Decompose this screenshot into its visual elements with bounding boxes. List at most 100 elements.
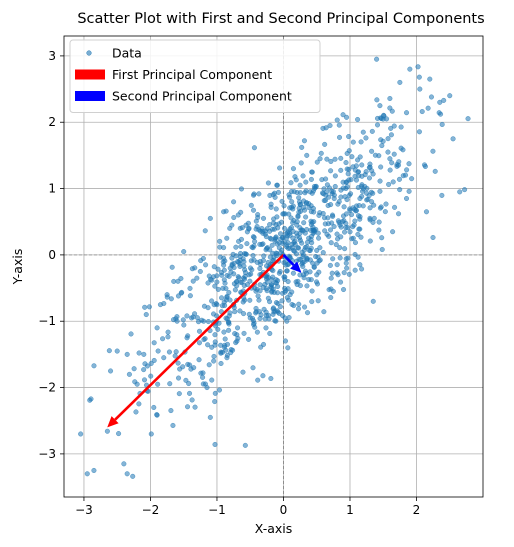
data-point	[363, 135, 369, 141]
x-tick-label: −2	[142, 503, 160, 517]
data-point	[321, 215, 328, 221]
data-point	[270, 268, 276, 274]
data-point	[357, 214, 363, 220]
data-point	[344, 184, 350, 190]
data-point	[364, 185, 370, 191]
data-point	[297, 237, 303, 243]
data-point	[212, 399, 218, 405]
data-point	[376, 227, 382, 233]
data-point	[141, 367, 147, 373]
arrow-shaft	[282, 253, 295, 266]
data-point	[202, 228, 208, 234]
data-point	[166, 349, 172, 355]
data-point	[304, 239, 311, 245]
data-point	[187, 285, 193, 291]
x-axis-label: X-axis	[255, 521, 293, 536]
data-point	[423, 209, 430, 215]
data-point	[344, 150, 350, 157]
data-point	[383, 201, 389, 207]
data-point	[317, 257, 323, 263]
data-point	[157, 302, 163, 308]
data-point	[357, 262, 363, 268]
data-point	[260, 241, 266, 247]
data-point	[194, 275, 200, 281]
data-point	[301, 220, 307, 226]
data-point	[342, 194, 348, 200]
data-point	[248, 258, 254, 264]
data-point	[240, 311, 247, 317]
data-point	[173, 349, 179, 355]
data-point	[261, 253, 267, 259]
data-point	[136, 401, 142, 407]
data-point	[154, 412, 160, 418]
data-point	[416, 74, 422, 80]
data-point	[257, 265, 263, 272]
data-point	[343, 160, 349, 166]
data-point	[270, 250, 276, 256]
data-point	[283, 287, 289, 294]
data-point	[174, 314, 180, 320]
data-point	[419, 108, 425, 115]
data-point	[346, 271, 352, 277]
axis-ticks: −3 −2 −1 0 1 2 −3 −2 −1 0 1 2 3	[38, 49, 420, 517]
data-point	[296, 195, 302, 201]
data-point	[250, 365, 256, 371]
principal-component-arrow	[282, 253, 302, 273]
data-point	[314, 159, 320, 165]
data-point	[356, 202, 362, 209]
data-point	[87, 397, 93, 403]
data-point	[326, 194, 332, 200]
data-point	[457, 189, 463, 195]
data-point	[430, 234, 436, 241]
data-point	[387, 167, 393, 173]
data-point	[314, 272, 320, 278]
data-point	[297, 230, 303, 236]
data-point	[404, 167, 410, 173]
data-point	[260, 341, 267, 347]
data-point	[124, 351, 130, 357]
data-point	[313, 254, 319, 260]
data-point	[385, 149, 391, 155]
data-point	[128, 331, 134, 337]
data-point	[370, 298, 376, 304]
data-point	[203, 262, 209, 268]
data-point	[416, 129, 422, 135]
data-point	[247, 265, 254, 271]
data-point	[217, 244, 223, 250]
data-point	[227, 225, 233, 231]
data-point	[247, 278, 253, 284]
data-point	[174, 318, 180, 324]
data-point	[268, 375, 274, 382]
data-point	[293, 177, 299, 183]
data-point	[221, 209, 227, 215]
data-point	[447, 93, 453, 99]
data-point	[387, 105, 393, 111]
data-point	[347, 208, 353, 214]
data-point	[356, 226, 362, 232]
data-point	[287, 194, 293, 200]
data-point	[369, 148, 375, 154]
data-point	[388, 132, 394, 138]
data-point	[334, 262, 340, 268]
data-point	[352, 240, 359, 246]
data-point	[205, 319, 211, 325]
data-point	[273, 318, 279, 324]
data-point	[237, 225, 243, 231]
data-point	[317, 210, 323, 216]
data-point	[398, 124, 404, 130]
data-point	[171, 278, 177, 284]
data-point	[255, 377, 261, 383]
data-point	[348, 177, 354, 183]
data-point	[299, 261, 305, 267]
data-point	[353, 207, 360, 214]
data-point	[221, 255, 227, 261]
data-point	[406, 161, 412, 167]
data-point	[255, 293, 261, 299]
data-point	[161, 355, 167, 361]
data-point	[133, 409, 139, 415]
data-point	[219, 295, 225, 301]
data-point	[241, 330, 247, 336]
data-point	[287, 292, 293, 298]
data-point	[218, 360, 224, 367]
data-point	[309, 299, 315, 305]
